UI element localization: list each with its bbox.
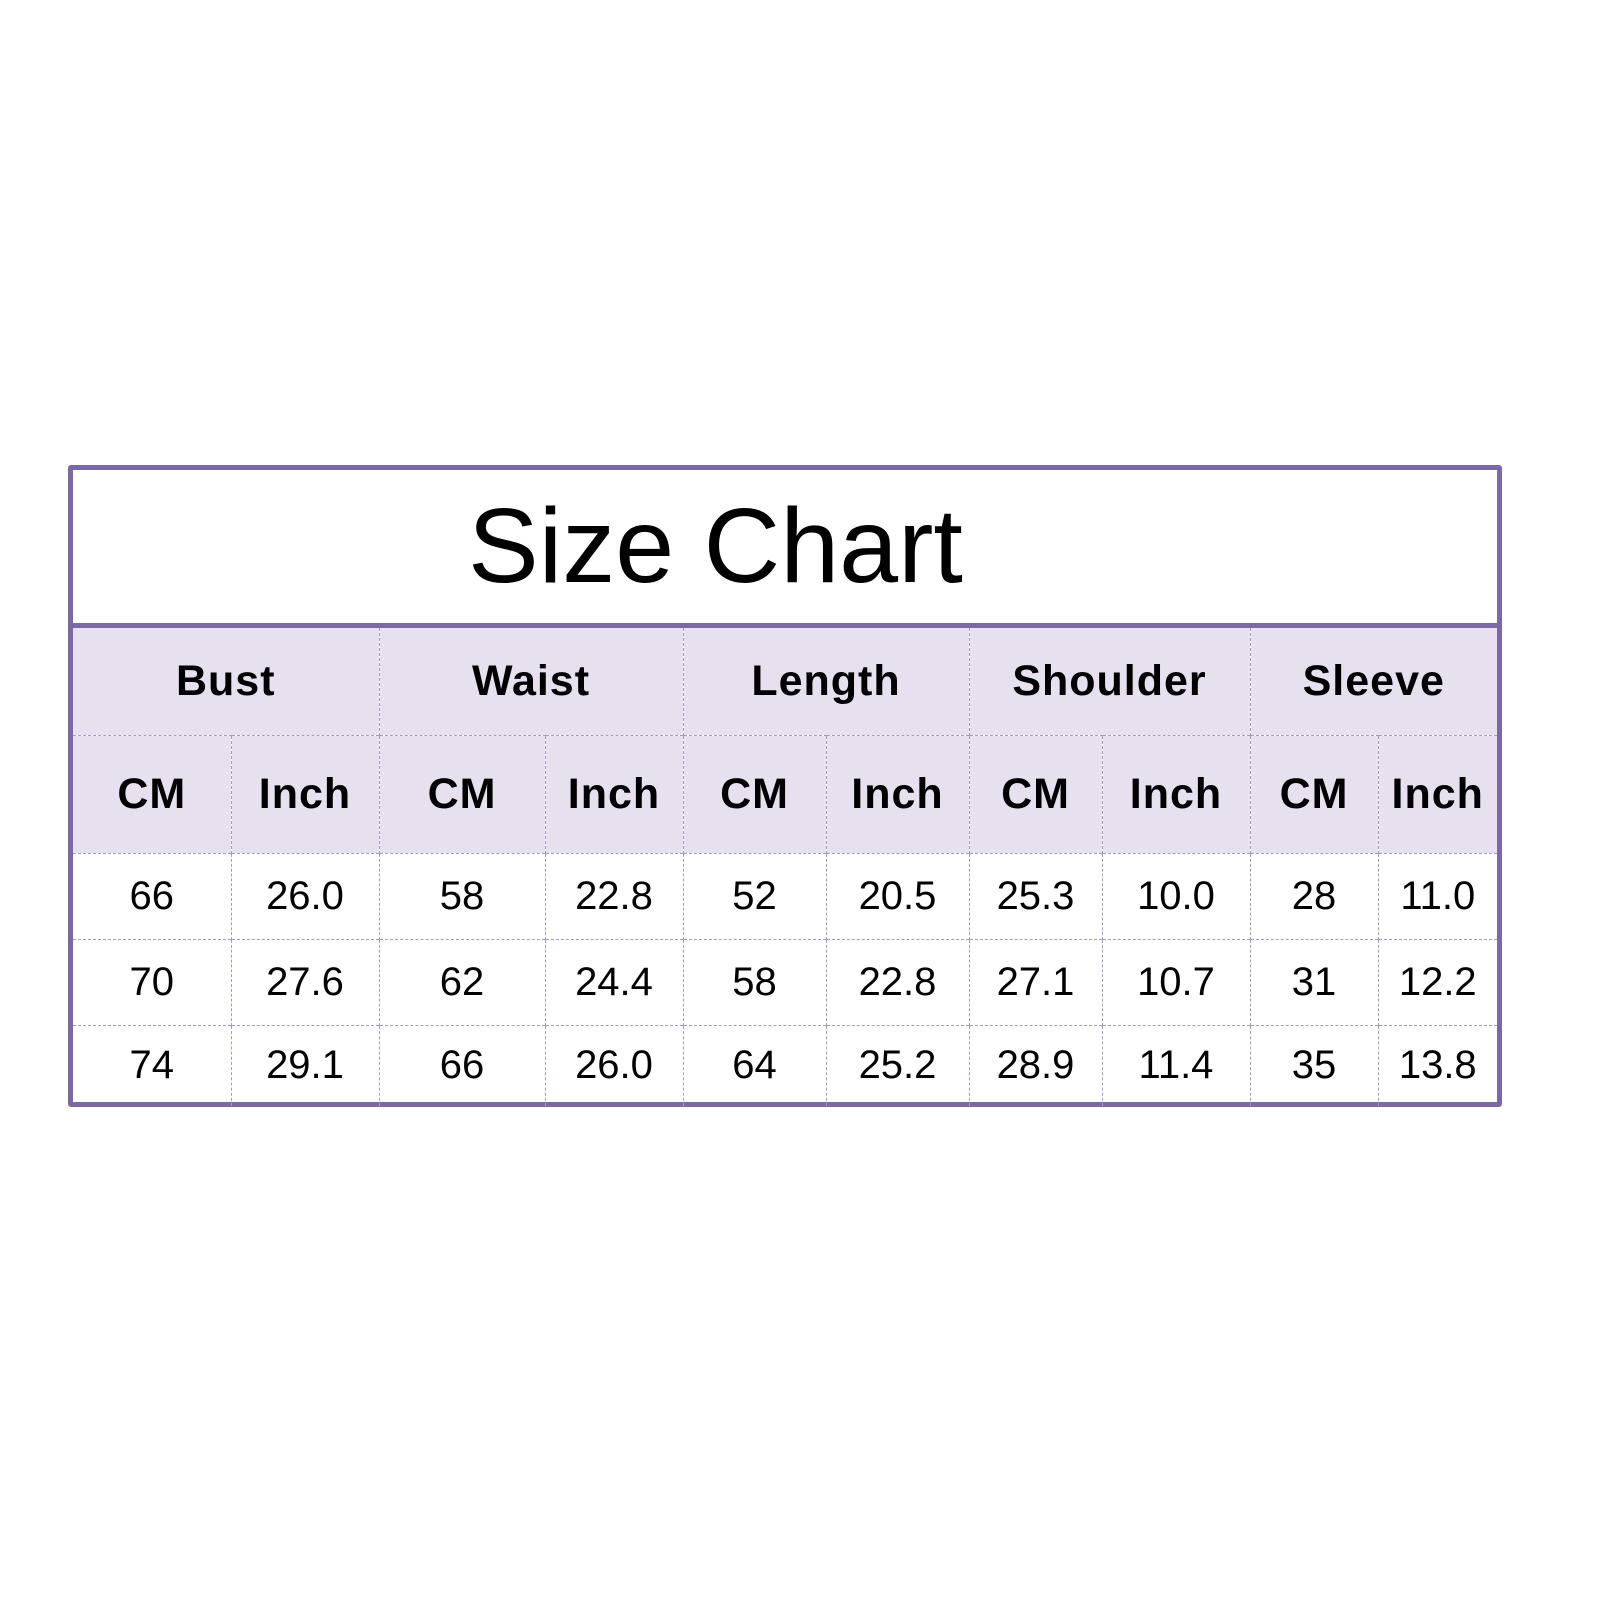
unit-header-shoulder-inch: Inch xyxy=(1101,734,1250,853)
table-cell: 11.0 xyxy=(1377,852,1498,939)
table-cell: 62 xyxy=(378,938,545,1025)
title-row: Size Chart xyxy=(73,470,1497,628)
table-cell: 26.0 xyxy=(230,852,379,939)
table-cell: 64 xyxy=(682,1024,826,1106)
table-cell: 10.0 xyxy=(1101,852,1250,939)
unit-header-waist-inch: Inch xyxy=(544,734,683,853)
unit-header-bust-inch: Inch xyxy=(230,734,379,853)
chart-title: Size Chart xyxy=(468,487,963,605)
unit-header-bust-cm: CM xyxy=(73,734,231,853)
table-cell: 22.8 xyxy=(544,852,683,939)
table-cell: 58 xyxy=(682,938,826,1025)
table-cell: 12.2 xyxy=(1377,938,1498,1025)
measurement-header-row: Bust Waist Length Shoulder Sleeve xyxy=(73,628,1498,735)
table-cell: 29.1 xyxy=(230,1024,379,1106)
header-length: Length xyxy=(682,628,969,735)
table-cell: 11.4 xyxy=(1101,1024,1250,1106)
size-table: Bust Waist Length Shoulder Sleeve CM Inc… xyxy=(73,628,1498,1106)
table-cell: 66 xyxy=(378,1024,545,1106)
table-cell: 66 xyxy=(73,852,231,939)
header-waist: Waist xyxy=(378,628,683,735)
unit-header-length-inch: Inch xyxy=(825,734,969,853)
unit-header-shoulder-cm: CM xyxy=(968,734,1102,853)
table-row: 74 29.1 66 26.0 64 25.2 28.9 11.4 35 13.… xyxy=(73,1024,1498,1106)
table-cell: 35 xyxy=(1249,1024,1378,1106)
table-cell: 25.2 xyxy=(825,1024,969,1106)
table-cell: 26.0 xyxy=(544,1024,683,1106)
header-shoulder: Shoulder xyxy=(968,628,1250,735)
unit-header-waist-cm: CM xyxy=(378,734,545,853)
table-cell: 25.3 xyxy=(968,852,1102,939)
header-sleeve: Sleeve xyxy=(1249,628,1498,735)
unit-header-sleeve-cm: CM xyxy=(1249,734,1378,853)
table-cell: 22.8 xyxy=(825,938,969,1025)
table-cell: 31 xyxy=(1249,938,1378,1025)
table-cell: 20.5 xyxy=(825,852,969,939)
table-cell: 74 xyxy=(73,1024,231,1106)
table-cell: 58 xyxy=(378,852,545,939)
unit-header-sleeve-inch: Inch xyxy=(1377,734,1498,853)
unit-header-length-cm: CM xyxy=(682,734,826,853)
table-cell: 24.4 xyxy=(544,938,683,1025)
table-cell: 52 xyxy=(682,852,826,939)
table-row: 70 27.6 62 24.4 58 22.8 27.1 10.7 31 12.… xyxy=(73,938,1498,1025)
unit-header-row: CM Inch CM Inch CM Inch CM Inch CM Inch xyxy=(73,734,1498,853)
header-bust: Bust xyxy=(73,628,379,735)
size-chart-frame: Size Chart Bust Waist Length Shoulder Sl… xyxy=(68,465,1502,1107)
table-cell: 28 xyxy=(1249,852,1378,939)
table-cell: 70 xyxy=(73,938,231,1025)
table-cell: 13.8 xyxy=(1377,1024,1498,1106)
table-cell: 27.6 xyxy=(230,938,379,1025)
table-cell: 10.7 xyxy=(1101,938,1250,1025)
table-row: 66 26.0 58 22.8 52 20.5 25.3 10.0 28 11.… xyxy=(73,852,1498,939)
table-cell: 27.1 xyxy=(968,938,1102,1025)
table-cell: 28.9 xyxy=(968,1024,1102,1106)
